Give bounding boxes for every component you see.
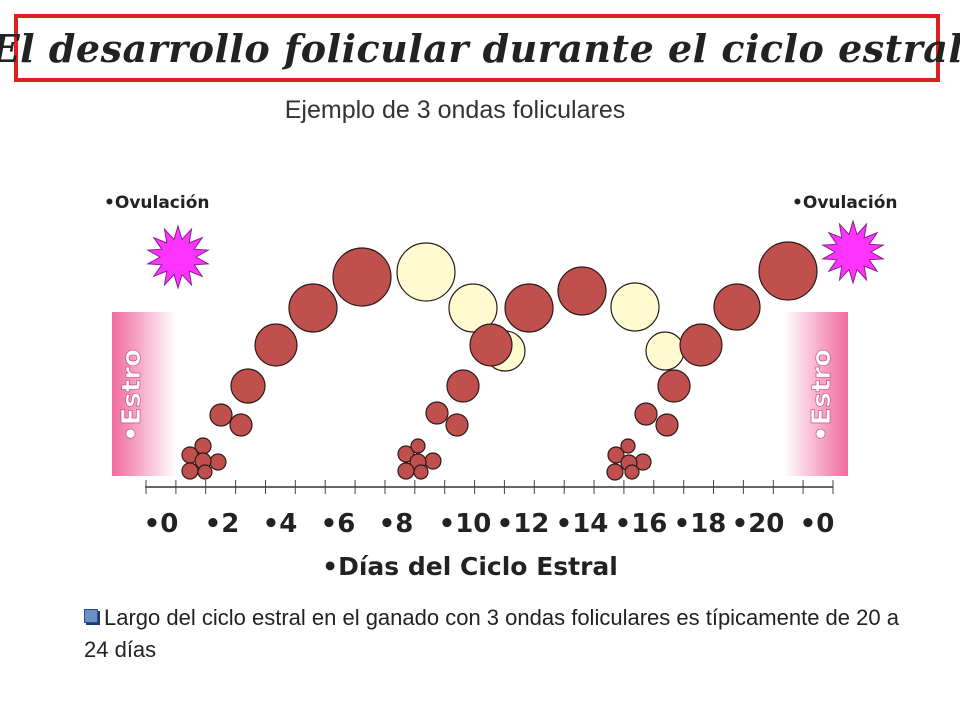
follicle-dominant xyxy=(634,402,658,426)
follicle-dominant xyxy=(288,283,338,333)
follicle-dominant xyxy=(413,464,429,480)
tick-label: •18 xyxy=(674,509,727,539)
follicle-dominant xyxy=(254,323,298,367)
follicle-dominant xyxy=(657,369,691,403)
follicle-regressing xyxy=(645,331,685,371)
follicle-dominant xyxy=(758,241,818,301)
tick-label: •10 xyxy=(439,509,492,539)
follicle-dominant xyxy=(229,413,253,437)
subtitle: Ejemplo de 3 ondas foliculares xyxy=(284,96,626,124)
follicle-dominant xyxy=(397,445,415,463)
page-title: El desarrollo folicular durante el ciclo… xyxy=(0,25,960,71)
follicle-dominant xyxy=(557,266,607,316)
follicle-dominant xyxy=(679,323,723,367)
x-axis-tick-labels: •0 •2 •4 •6 •8 •10 •12 •14 •16 •18 •20 •… xyxy=(144,509,835,539)
follicle-dominant xyxy=(194,437,212,455)
follicle-dominant xyxy=(230,368,266,404)
follicle-dominant xyxy=(655,413,679,437)
estro-band-left xyxy=(112,312,176,476)
x-axis-label: •Días del Ciclo Estral xyxy=(322,552,618,581)
tick-label: •14 xyxy=(556,509,609,539)
follicle-regressing xyxy=(396,242,456,302)
ovulation-label-left: •Ovulación xyxy=(104,193,210,213)
estro-label-right: •Estro xyxy=(807,349,837,442)
follicle-dominant xyxy=(181,462,199,480)
square-bullet-icon xyxy=(84,609,98,623)
follicle-regressing xyxy=(610,282,660,332)
follicle-dominant xyxy=(446,369,480,403)
follicle-dominant xyxy=(620,438,636,454)
follicle-dominant xyxy=(410,438,426,454)
follicle-dominant xyxy=(424,452,442,470)
follicle-dominant xyxy=(197,464,213,480)
follicle-dominant xyxy=(445,413,469,437)
follicle-regressing xyxy=(448,283,498,333)
estro-band-right xyxy=(784,312,848,476)
tick-label: •12 xyxy=(497,509,550,539)
footnote-text: Largo del ciclo estral en el ganado con … xyxy=(84,605,899,662)
tick-label: •0 xyxy=(144,509,179,539)
follicle-dominant xyxy=(504,283,554,333)
starburst-icon xyxy=(146,224,210,290)
tick-label: •4 xyxy=(263,509,298,539)
follicles-group xyxy=(181,241,818,481)
tick-label: •20 xyxy=(732,509,785,539)
follicle-dominant xyxy=(469,323,513,367)
estro-label-left: •Estro xyxy=(117,349,147,442)
tick-label: •16 xyxy=(615,509,668,539)
x-axis-ticks xyxy=(145,480,834,494)
follicle-dominant xyxy=(332,247,392,307)
follicle-dominant xyxy=(606,463,624,481)
follicle-dominant xyxy=(209,403,233,427)
ovulation-label-right: •Ovulación xyxy=(792,193,898,213)
follicle-dominant xyxy=(209,453,227,471)
follicle-dominant xyxy=(713,283,761,331)
tick-label: •0 xyxy=(800,509,835,539)
follicle-dominant xyxy=(624,464,640,480)
tick-label: •2 xyxy=(205,509,240,539)
starburst-icon xyxy=(821,219,885,285)
follicle-dominant xyxy=(425,401,449,425)
tick-label: •6 xyxy=(321,509,356,539)
footnote: Largo del ciclo estral en el ganado con … xyxy=(84,602,904,666)
follicle-dominant xyxy=(397,462,415,480)
tick-label: •8 xyxy=(379,509,414,539)
follicle-dominant xyxy=(607,446,625,464)
title-box: El desarrollo folicular durante el ciclo… xyxy=(0,14,960,82)
